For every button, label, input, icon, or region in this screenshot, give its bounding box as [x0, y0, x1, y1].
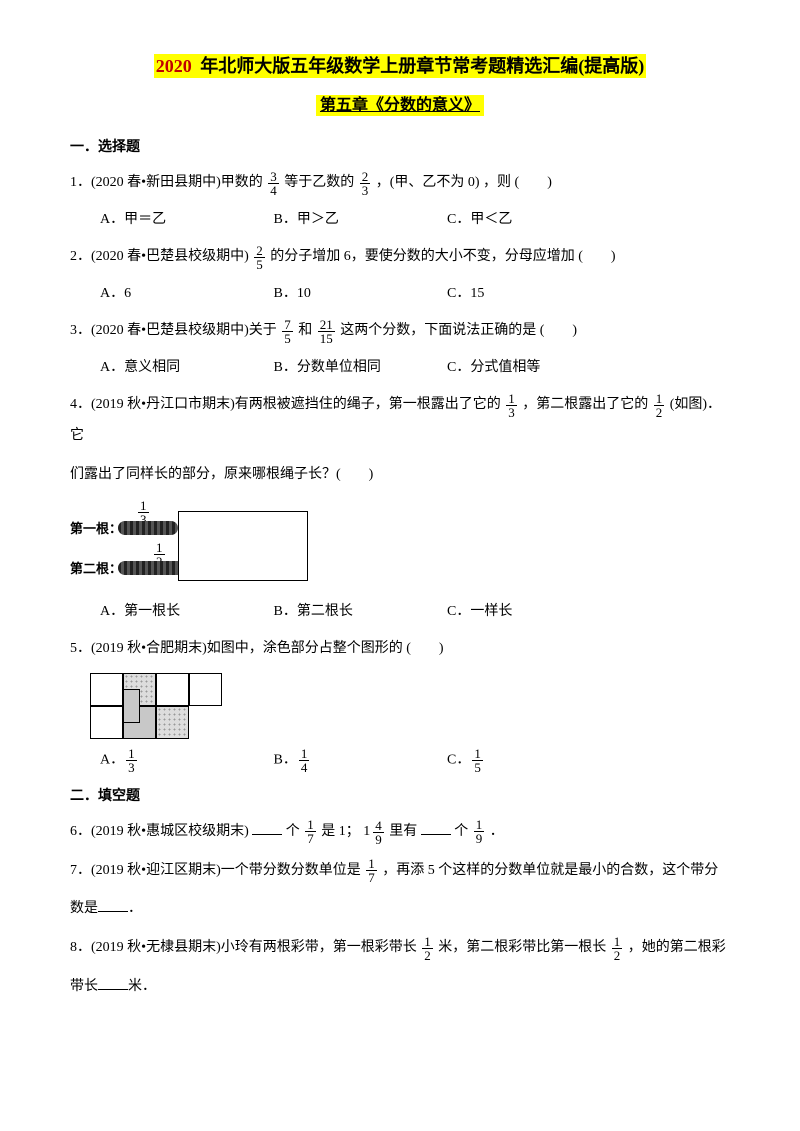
q2-opt-c: C．15	[447, 281, 617, 306]
question-2: 2．(2020 春•巴楚县校级期中) 25 的分子增加 6，要使分数的大小不变，…	[70, 242, 730, 273]
q3-opt-c: C．分式值相等	[447, 355, 617, 380]
q5-options: A．13 B．14 C．15	[100, 747, 730, 774]
q3-frac2: 2115	[318, 318, 335, 345]
q1-frac2: 23	[360, 170, 371, 197]
q4-label1: 第一根：	[70, 517, 122, 540]
q4-label2: 第二根：	[70, 557, 122, 580]
q2-opt-b: B．10	[274, 281, 444, 306]
q5-opt-c: C．15	[447, 747, 617, 774]
q5-figure	[90, 673, 730, 739]
q8-line2: 带长米．	[70, 972, 730, 1003]
q3-mid: 和	[298, 323, 312, 338]
question-4: 4．(2019 秋•丹江口市期末)有两根被遮挡住的绳子，第一根露出了它的 13 …	[70, 390, 730, 452]
q4-prefix: 4．(2019 秋•丹江口市期末)有两根被遮挡住的绳子，第一根露出了它的	[70, 397, 501, 412]
q1-prefix: 1．(2020 春•新田县期中)甲数的	[70, 175, 263, 190]
q4-figure: 13 第一根： 12 第二根：	[70, 499, 730, 591]
q6-blank2	[421, 821, 451, 835]
title-year: 2020	[154, 54, 194, 78]
q8-suffix: ，她的第二根彩	[628, 940, 726, 955]
q6-prefix: 6．(2019 秋•惠城区校级期末)	[70, 824, 249, 839]
q3-suffix: 这两个分数，下面说法正确的是 ( )	[340, 323, 577, 338]
subtitle-text: 第五章《分数的意义》	[316, 95, 484, 116]
question-3: 3．(2020 春•巴楚县校级期中)关于 75 和 2115 这两个分数，下面说…	[70, 316, 730, 347]
q4-opt-c: C．一样长	[447, 599, 617, 624]
q7-blank	[98, 898, 128, 912]
q1-options: A．甲＝乙 B．甲＞乙 C．甲＜乙	[100, 207, 730, 232]
question-1: 1．(2020 春•新田县期中)甲数的 34 等于乙数的 23 ，(甲、乙不为 …	[70, 168, 730, 199]
question-6: 6．(2019 秋•惠城区校级期末) 个 17 是 1； 149 里有 个 19…	[70, 817, 730, 848]
q5-cell	[156, 706, 189, 739]
q5-cell	[90, 706, 123, 739]
q4-rope1	[118, 521, 178, 535]
q6-mixed: 149	[363, 817, 386, 848]
q5-opt-b: B．14	[274, 747, 444, 774]
q4-opt-b: B．第二根长	[274, 599, 444, 624]
q4-opt-a: A．第一根长	[100, 599, 270, 624]
q3-options: A．意义相同 B．分数单位相同 C．分式值相等	[100, 355, 730, 380]
q8-frac1: 12	[422, 935, 433, 962]
q5-cell-overlay	[123, 689, 140, 723]
q7-frac: 17	[366, 857, 377, 884]
q8-mid: 米，第二根彩带比第一根长	[438, 940, 606, 955]
q5-cell	[189, 673, 222, 706]
q8-blank	[98, 976, 128, 990]
page-title: 2020 年北师大版五年级数学上册章节常考题精选汇编(提高版)	[70, 50, 730, 82]
section-1-head: 一．选择题	[70, 135, 730, 160]
question-8: 8．(2019 秋•无棣县期末)小玲有两根彩带，第一根彩带长 12 米，第二根彩…	[70, 933, 730, 964]
q3-opt-a: A．意义相同	[100, 355, 270, 380]
q5-opt-a: A．13	[100, 747, 270, 774]
q7-prefix: 7．(2019 秋•迎江区期末)一个带分数分数单位是	[70, 863, 361, 878]
q2-opt-a: A．6	[100, 281, 270, 306]
q7-mid: ，再添 5 个这样的分数单位就是最小的合数，这个带分	[382, 863, 718, 878]
section-2-head: 二．填空题	[70, 784, 730, 809]
q1-opt-a: A．甲＝乙	[100, 207, 270, 232]
q6-blank1	[252, 821, 282, 835]
q1-suffix: ，(甲、乙不为 0) ，则 ( )	[376, 175, 552, 190]
q4-frac1: 13	[506, 392, 517, 419]
question-5: 5．(2019 秋•合肥期末)如图中，涂色部分占整个图形的 ( )	[70, 634, 730, 665]
q1-mid: 等于乙数的	[284, 175, 354, 190]
q7-line2: 数是．	[70, 894, 730, 925]
q1-opt-c: C．甲＜乙	[447, 207, 617, 232]
q8-prefix: 8．(2019 秋•无棣县期末)小玲有两根彩带，第一根彩带长	[70, 940, 417, 955]
q4-line2: 们露出了同样长的部分，原来哪根绳子长？( )	[70, 460, 730, 491]
q1-frac1: 34	[268, 170, 279, 197]
q2-options: A．6 B．10 C．15	[100, 281, 730, 306]
q4-mid: ，第二根露出了它的	[522, 397, 648, 412]
q6-frac2: 19	[474, 818, 485, 845]
q8-frac2: 12	[612, 935, 623, 962]
page-subtitle: 第五章《分数的意义》	[70, 92, 730, 121]
q5-cell	[90, 673, 123, 706]
q4-options: A．第一根长 B．第二根长 C．一样长	[100, 599, 730, 624]
q4-cover-box	[178, 511, 308, 581]
title-rest: 年北师大版五年级数学上册章节常考题精选汇编(提高版)	[194, 54, 647, 78]
q6-frac1: 17	[305, 818, 316, 845]
q3-frac1: 75	[282, 318, 293, 345]
q2-prefix: 2．(2020 春•巴楚县校级期中)	[70, 249, 249, 264]
q2-frac: 25	[254, 244, 265, 271]
q3-opt-b: B．分数单位相同	[274, 355, 444, 380]
q4-frac2: 12	[654, 392, 665, 419]
question-7: 7．(2019 秋•迎江区期末)一个带分数分数单位是 17 ，再添 5 个这样的…	[70, 856, 730, 887]
q3-prefix: 3．(2020 春•巴楚县校级期中)关于	[70, 323, 277, 338]
q1-opt-b: B．甲＞乙	[274, 207, 444, 232]
q5-cell	[156, 673, 189, 706]
q2-suffix: 的分子增加 6，要使分数的大小不变，分母应增加 ( )	[270, 249, 615, 264]
